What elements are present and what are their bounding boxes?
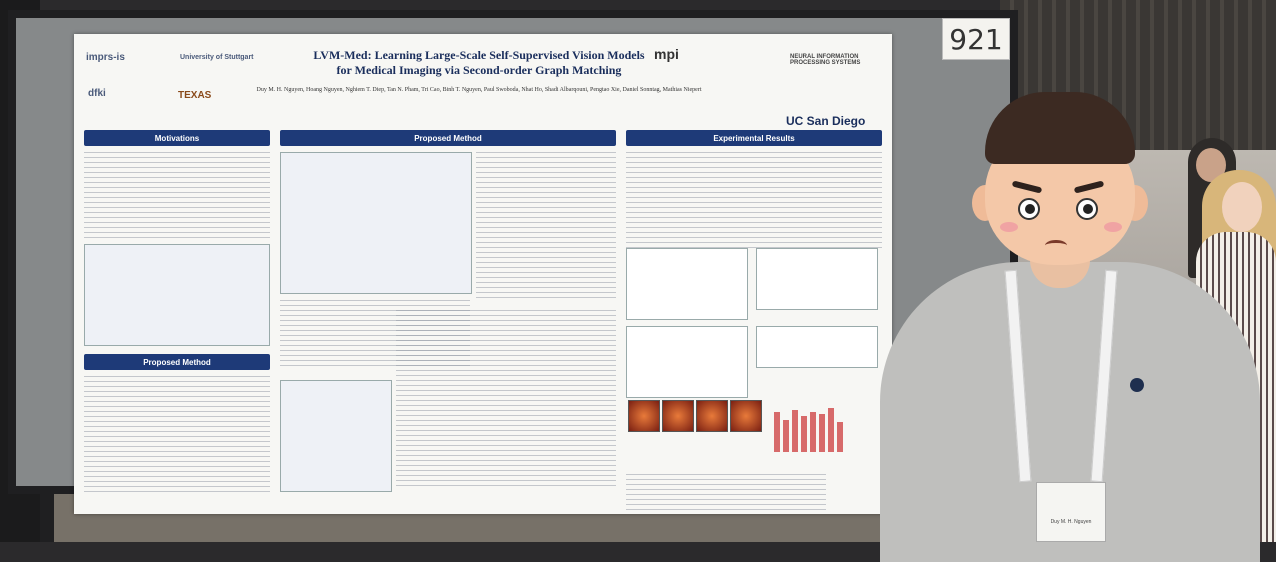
- segmentation-image: [662, 400, 694, 432]
- bystander-woman-face: [1222, 182, 1262, 232]
- poster-title-line1: LVM-Med: Learning Large-Scale Self-Super…: [313, 48, 645, 62]
- section-header-proposed-method: Proposed Method: [280, 130, 616, 146]
- figure-bar: [819, 414, 825, 452]
- logo-texas: TEXAS: [178, 90, 212, 101]
- figure-bar: [837, 422, 843, 452]
- column-proposed-method: Proposed Method: [280, 130, 616, 492]
- motivations-text: [84, 152, 270, 240]
- figure-bar: [783, 420, 789, 452]
- poster-title-line2: for Medical Imaging via Second-order Gra…: [336, 63, 622, 77]
- figure-bar: [792, 410, 798, 452]
- cartoon-left-pupil: [1025, 204, 1035, 214]
- figure-bar: [774, 412, 780, 452]
- logo-mpi: mpi: [654, 46, 679, 62]
- cartoon-right-blush: [1104, 222, 1122, 232]
- results-text: [626, 152, 882, 252]
- poster-title: LVM-Med: Learning Large-Scale Self-Super…: [264, 48, 694, 78]
- column-experimental-results: Experimental Results: [626, 130, 882, 510]
- segmentation-image: [628, 400, 660, 432]
- results-table-2: [756, 248, 878, 310]
- logo-university-of-stuttgart: University of Stuttgart: [180, 54, 254, 61]
- logo-uc-san-diego: UC San Diego: [786, 114, 866, 128]
- algorithm-text: [396, 310, 616, 490]
- method-overview-figure: [280, 152, 472, 294]
- cartoon-hair: [985, 92, 1135, 164]
- segmentation-image: [696, 400, 728, 432]
- segmentation-image: [730, 400, 762, 432]
- logo-neurips: NEURAL INFORMATION PROCESSING SYSTEMS: [790, 54, 861, 66]
- research-poster: imprs-is University of Stuttgart dfki TE…: [74, 34, 892, 514]
- cartoon-mouth: [1045, 240, 1067, 251]
- booth-number-tag: 921: [942, 18, 1010, 60]
- cartoon-left-blush: [1000, 222, 1018, 232]
- logo-imprs-is: imprs-is: [86, 52, 125, 63]
- logo-dfki: dfki: [88, 88, 106, 99]
- section-header-motivations: Motivations: [84, 130, 270, 146]
- section-header-experimental-results: Experimental Results: [626, 130, 882, 146]
- results-table-1: [626, 248, 748, 320]
- sweater-pin: [1130, 378, 1144, 392]
- poster-authors: Duy M. H. Nguyen, Hoang Nguyen, Nghiem T…: [256, 87, 702, 93]
- detection-bar-figure: [774, 402, 874, 452]
- cartoon-right-pupil: [1083, 204, 1093, 214]
- method-text-right: [476, 152, 616, 302]
- section-header-proposed-method-left: Proposed Method: [84, 354, 270, 370]
- results-table-4: [756, 326, 878, 368]
- anatomy-figure: [84, 244, 270, 346]
- method-text-left: [84, 376, 270, 496]
- figure-bar: [810, 412, 816, 452]
- figure-bar: [828, 408, 834, 452]
- figure-bar: [801, 416, 807, 452]
- results-table-3: [626, 326, 748, 398]
- references-text: [626, 474, 826, 510]
- name-badge: Duy M. H. Nguyen: [1036, 482, 1106, 542]
- graph-figure: [280, 380, 392, 492]
- column-motivations: Motivations Proposed Method: [84, 130, 270, 496]
- board-leg-left: [40, 490, 54, 542]
